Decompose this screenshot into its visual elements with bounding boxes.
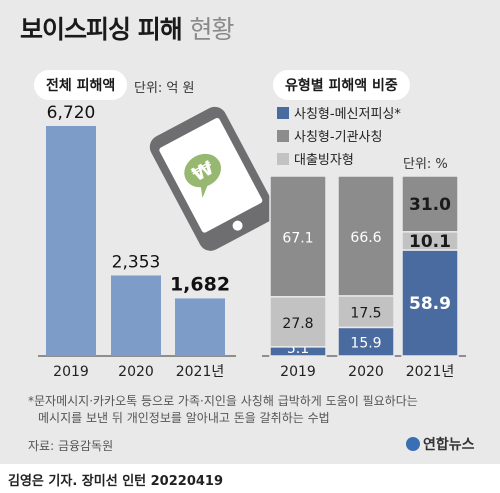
footnote-line-2: 메시지를 보낸 뒤 개인정보를 알아내고 돈을 갈취하는 수법 [38,411,330,425]
smartphone-won-icon: ₩ [149,106,276,251]
segment-label-loan-2021: 10.1 [409,232,451,252]
segment-messenger-2021 [401,249,459,357]
source-label: 자료: 금융감독원 [28,439,114,453]
footnote-line-1: *문자메시지·카카오톡 등으로 가족·지인을 사칭해 급박하게 도움이 필요하다… [28,394,418,408]
left-panel-title: 전체 피해액 [34,70,128,100]
segment-label-agency-2021: 31.0 [409,195,451,215]
segment-label-agency-2019: 67.1 [282,230,313,246]
segment-agency-2020 [337,175,395,297]
legend-label-1: 사칭형-기관사칭 [294,130,382,145]
legend-swatch-1 [277,130,289,142]
right-x-tick-2020: 2020 [348,364,384,380]
legend-label-0: 사칭형-메신저피싱* [294,107,401,122]
total-value-label-2021: 1,682 [170,273,230,295]
segment-agency-2019 [269,175,327,298]
right-x-tick-2019: 2019 [280,364,316,380]
segment-loan-2019 [269,296,327,348]
right-panel-title: 유형별 피해액 비중 [273,70,410,100]
credit-bar: 김영은 기자. 장미선 인턴 20220419 [0,464,500,493]
left-x-tick-2019: 2019 [53,364,89,380]
total-value-label-2020: 2,353 [112,252,161,272]
left-unit-label: 단위: 억 원 [134,81,195,96]
left-x-tick-2020: 2020 [118,364,154,380]
left-x-tick-2021: 2021년 [176,364,225,380]
total-bar-2019 [46,126,96,356]
left-bar-chart: 6,720 2019 2,353 2020 1,682 2021년 [38,103,236,380]
segment-label-messenger-2021: 58.9 [409,294,451,314]
page-title: 보이스피싱 피해 현황 [20,15,234,44]
right-x-tick-2021: 2021년 [406,364,455,380]
total-value-label-2019: 6,720 [47,103,96,123]
right-stacked-chart: 5.127.867.1201915.917.566.6202058.910.13… [262,175,466,380]
segment-agency-2021 [401,175,459,233]
segment-label-messenger-2020: 15.9 [350,336,381,352]
credit-text: 김영은 기자. 장미선 인턴 20220419 [8,474,224,489]
segment-label-loan-2020: 17.5 [350,306,381,322]
legend-swatch-2 [277,153,289,165]
segment-messenger-2020 [337,326,395,357]
segment-label-agency-2020: 66.6 [350,230,381,246]
yonhap-logo: 연합뉴스 [406,434,475,454]
logo-mark-icon [406,437,420,451]
total-bar-2021 [175,298,225,356]
legend-swatch-0 [277,107,289,119]
right-unit-label: 단위: % [403,157,448,172]
legend-label-2: 대출빙자형 [294,153,354,168]
total-bar-2020 [111,275,161,356]
segment-label-loan-2019: 27.8 [282,316,313,332]
